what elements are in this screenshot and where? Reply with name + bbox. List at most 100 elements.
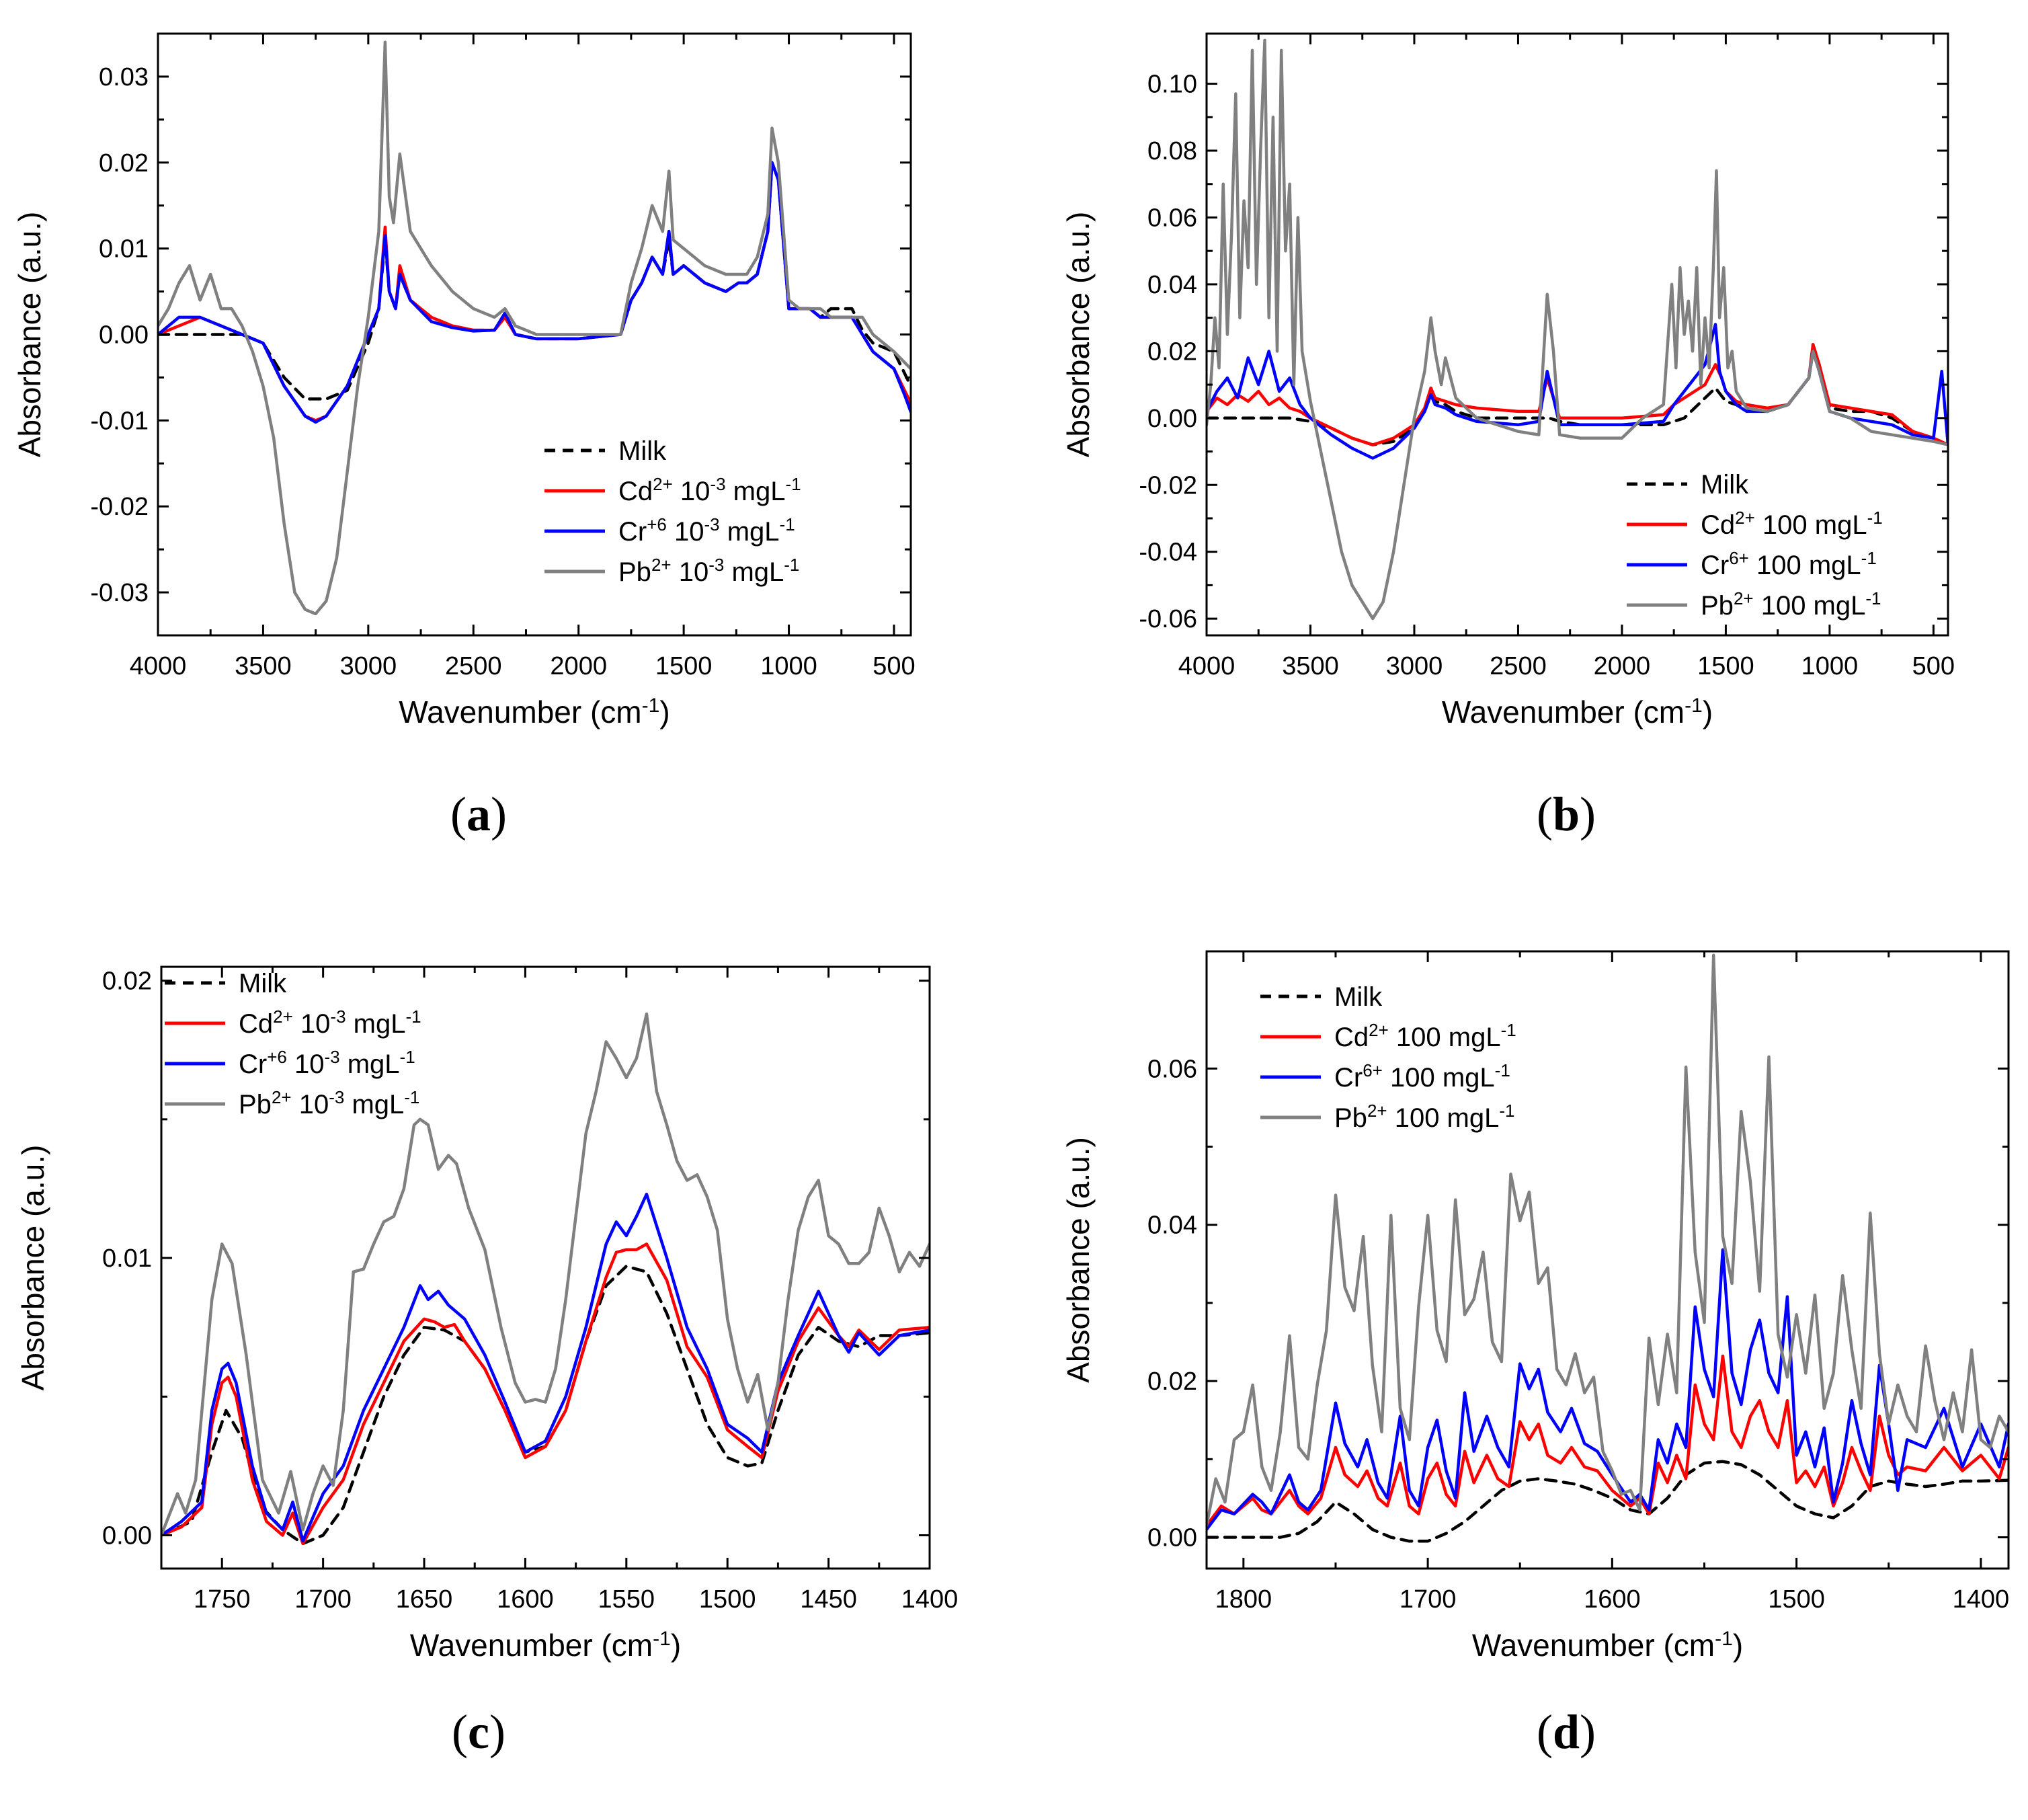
- y-tick-label: 0.08: [1147, 137, 1197, 165]
- x-axis-label: Wavenumber (cm-1): [1472, 1628, 1743, 1663]
- y-tick-label: 0.02: [1147, 338, 1197, 366]
- y-tick-label: -0.04: [1139, 539, 1197, 567]
- x-tick-label: 1400: [901, 1585, 959, 1614]
- x-tick-label: 1000: [1801, 652, 1859, 680]
- y-axis-label: Absorbance (a.u.): [15, 1145, 50, 1391]
- y-tick-label: -0.06: [1139, 605, 1197, 633]
- panel-caption-d: (d): [1536, 1705, 1596, 1759]
- legend-label-cd: Cd2+ 100 mgL-1: [1334, 1020, 1516, 1052]
- x-tick-label: 2000: [550, 652, 607, 680]
- y-tick-label: 0.02: [1147, 1368, 1197, 1396]
- chart-a: 4000 3500 3000 2500 2000 1500 1000 500 -0.03 -0.0…: [12, 32, 916, 730]
- series-line-cr: [158, 161, 911, 424]
- x-tick-label: 1450: [800, 1585, 857, 1614]
- y-tick-label: -0.01: [90, 407, 149, 435]
- x-tick-label: 1500: [655, 652, 713, 680]
- x-tick-label: 3000: [1386, 652, 1443, 680]
- series-line-cr: [161, 1192, 930, 1543]
- legend-label-milk: Milk: [239, 969, 287, 998]
- series-line-cd: [158, 161, 911, 422]
- x-tick-label: 3000: [340, 652, 397, 680]
- legend-label-cd: Cd2+ 100 mgL-1: [1701, 508, 1883, 540]
- y-tick-label: 0.00: [102, 1522, 152, 1550]
- series-line-pb: [161, 1012, 930, 1537]
- y-tick-label: 0.02: [99, 149, 149, 177]
- legend-label-pb: Pb2+ 10-3 mgL-1: [618, 555, 799, 587]
- plot-frame: [160, 965, 931, 1570]
- x-tick-label: 1500: [1768, 1585, 1825, 1614]
- x-axis-label: Wavenumber (cm-1): [399, 695, 670, 730]
- chart-d: 1800 1700 1600 1500 1400 0.00 0.02 0.04 0.06 Wave…: [1061, 950, 2010, 1663]
- y-axis-label: Absorbance (a.u.): [12, 212, 47, 458]
- legend-label-pb: Pb2+ 100 mgL-1: [1334, 1101, 1515, 1133]
- x-tick-label: 1400: [1953, 1585, 2010, 1614]
- legend-label-pb: Pb2+ 10-3 mgL-1: [239, 1087, 419, 1119]
- y-tick-label: 0.00: [1147, 1524, 1197, 1552]
- x-tick-label: 1500: [699, 1585, 756, 1614]
- y-tick-label: 0.03: [99, 63, 149, 91]
- series-line-milk: [161, 1265, 930, 1546]
- y-axis-label: Absorbance (a.u.): [1061, 212, 1096, 458]
- legend-label-cr: Cr+6 10-3 mgL-1: [618, 514, 795, 547]
- legend-label-cd: Cd2+ 10-3 mgL-1: [239, 1006, 421, 1039]
- series-line-milk: [1207, 1460, 2009, 1543]
- plot-frame: [1205, 950, 2010, 1570]
- y-tick-label: -0.02: [1139, 471, 1197, 500]
- x-tick-label: 2000: [1594, 652, 1651, 680]
- y-tick-label: 0.10: [1147, 71, 1197, 99]
- series-group-a: [158, 40, 911, 616]
- series-group-c: [161, 1012, 930, 1546]
- legend-label-pb: Pb2+ 100 mgL-1: [1701, 588, 1881, 621]
- y-tick-label: 0.01: [102, 1244, 152, 1273]
- x-tick-label: 3500: [1282, 652, 1339, 680]
- legend: Milk Cd2+ 10-3 mgL-1 Cr+6 10-3 mgL-1 Pb2+ 1…: [165, 969, 421, 1119]
- series-line-pb: [1207, 953, 2009, 1528]
- x-tick-label: 1650: [396, 1585, 453, 1614]
- series-line-cd: [161, 1242, 930, 1546]
- legend: Milk Cd2+ 100 mgL-1 Cr6+ 100 mgL-1 Pb2+ 100…: [1260, 982, 1516, 1133]
- y-tick-label: 0.00: [1147, 405, 1197, 433]
- y-tick-label: 0.01: [99, 235, 149, 264]
- chart-c: 1750 1700 1650 1600 1550 1500 1450 1400 0.00 0.01…: [15, 965, 959, 1663]
- y-tick-label: -0.03: [90, 579, 149, 607]
- y-tick-label: 0.00: [99, 321, 149, 350]
- x-tick-label: 4000: [1178, 652, 1235, 680]
- x-tick-label: 2500: [1490, 652, 1547, 680]
- x-axis-label: Wavenumber (cm-1): [1442, 695, 1713, 730]
- x-tick-label: 1500: [1697, 652, 1754, 680]
- series-group-b: [1207, 38, 1948, 621]
- y-tick-label: 0.06: [1147, 1055, 1197, 1083]
- x-tick-label: 1750: [194, 1585, 251, 1614]
- legend-label-cr: Cr+6 10-3 mgL-1: [239, 1047, 415, 1079]
- panel-caption-a: (a): [450, 787, 507, 841]
- legend: Milk Cd2+ 100 mgL-1 Cr6+ 100 mgL-1 Pb2+ 100…: [1627, 470, 1883, 621]
- legend: Milk Cd2+ 10-3 mgL-1 Cr+6 10-3 mgL-1 Pb2+ 1…: [544, 436, 801, 587]
- legend-label-milk: Milk: [618, 436, 667, 466]
- series-group-d: [1207, 953, 2009, 1543]
- y-tick-label: 0.04: [1147, 271, 1197, 299]
- x-tick-label: 1800: [1215, 1585, 1272, 1614]
- plot-frame: [1205, 32, 1949, 637]
- y-tick-label: 0.04: [1147, 1212, 1197, 1240]
- legend-label-milk: Milk: [1334, 982, 1383, 1012]
- series-line-pb: [158, 40, 911, 616]
- x-axis-label: Wavenumber (cm-1): [410, 1628, 681, 1663]
- x-tick-label: 1000: [760, 652, 817, 680]
- panel-caption-c: (c): [452, 1705, 505, 1759]
- chart-b: 4000 3500 3000 2500 2000 1500 1000 500 -0.06 -0.0…: [1061, 32, 1955, 730]
- series-line-cd: [1207, 1354, 2009, 1528]
- x-tick-label: 2500: [445, 652, 502, 680]
- series-line-cr: [1207, 1248, 2009, 1532]
- x-tick-label: 1600: [1584, 1585, 1641, 1614]
- x-tick-label: 4000: [130, 652, 187, 680]
- x-tick-label: 1700: [1400, 1585, 1457, 1614]
- x-tick-label: 1600: [497, 1585, 554, 1614]
- y-tick-label: 0.06: [1147, 204, 1197, 232]
- x-tick-label: 1700: [294, 1585, 352, 1614]
- y-tick-label: 0.02: [102, 967, 152, 996]
- y-tick-label: -0.02: [90, 493, 149, 521]
- y-axis-label: Absorbance (a.u.): [1061, 1137, 1096, 1383]
- legend-label-cr: Cr6+ 100 mgL-1: [1334, 1060, 1510, 1093]
- x-tick-label: 3500: [235, 652, 292, 680]
